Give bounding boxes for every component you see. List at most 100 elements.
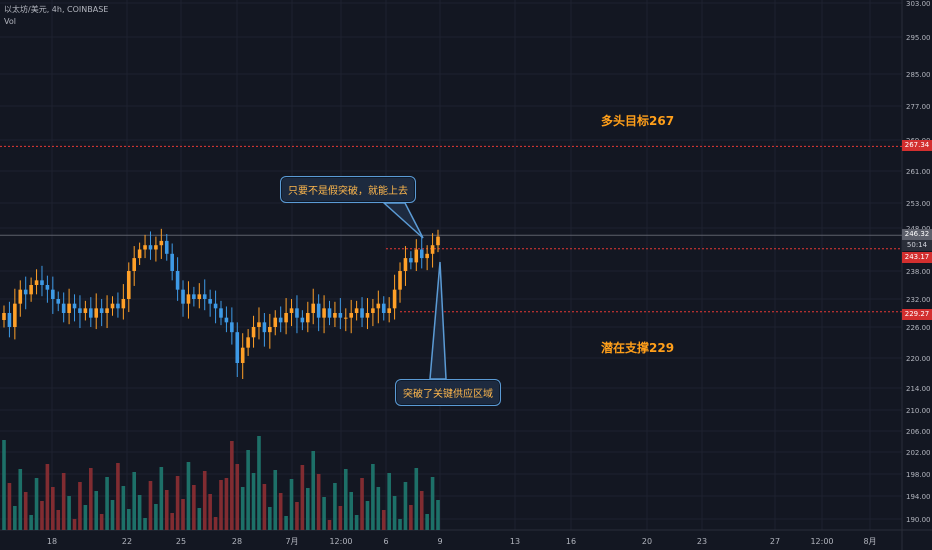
candle-body [414,249,419,263]
volume-bar [51,487,55,530]
price-tick-label: 226.00 [906,324,931,332]
candle-body [371,308,375,313]
volume-bar [83,505,88,530]
price-tick-label: 253.00 [906,200,931,208]
volume-bar [208,494,212,530]
time-tick-label: 16 [566,537,576,546]
volume-bar [327,520,332,530]
time-tick-label: 7月 [285,537,298,546]
candle-body [132,258,136,271]
time-tick-label: 18 [47,537,57,546]
volume-bar [349,492,353,530]
price-tick-label: 206.00 [906,428,931,436]
time-tick-label: 28 [232,537,242,546]
volume-bar [197,508,202,530]
volume-bar [278,493,283,530]
volume-bar [137,495,142,530]
candle-body [40,280,44,285]
volume-bar [333,483,337,530]
candle-body [376,303,381,309]
candle-body [197,294,202,299]
candle-body [192,294,196,299]
candle-body [164,240,169,254]
volume-bar [7,483,12,530]
candle-body [175,271,180,290]
price-tick-label: 295.00 [906,34,931,42]
price-tick-label: 303.00 [906,0,931,8]
candle-body [89,308,93,318]
volume-bar [175,476,180,530]
callout-supply-zone: 突破了关键供应区域 [395,379,501,406]
volume-bar [29,515,33,530]
candle-body [121,299,126,309]
volume-bar [430,477,435,530]
volume-bar [257,436,261,530]
price-tick-label: 190.00 [906,516,931,524]
volume-bar [164,490,169,530]
volume-bar [306,488,310,530]
volume-bar [192,485,196,530]
volume-bar [316,474,321,530]
candle-body [116,303,120,309]
candle-body [72,303,77,309]
candle-body [278,317,283,323]
candle-body [110,303,115,309]
callout-pointer-top [382,202,424,239]
candle-body [67,303,71,313]
time-tick-label: 13 [510,537,520,546]
candle-body [219,308,223,318]
time-tick-label: 9 [437,537,442,546]
candle-body [105,308,109,313]
volume-bar [425,514,429,530]
volume-bar [311,451,316,530]
candle-body [143,245,147,250]
price-tag-support: 229.27 [902,309,932,320]
candle-body [419,249,424,259]
price-tick-label: 261.00 [906,168,931,176]
candle-body [311,303,316,313]
volume-bar [273,470,278,530]
volume-bar [89,468,93,530]
volume-bar [94,491,99,530]
volume-bar [40,501,44,530]
price-tag-target: 267.34 [902,140,932,151]
price-tag-resistance: 243.17 [902,252,932,263]
candle-body [360,308,364,318]
volume-bar [295,502,299,530]
volume-bar [235,464,240,530]
candle-body [148,245,153,250]
price-tick-label: 214.00 [906,385,931,393]
volume-bar [132,472,136,530]
volume-bar [403,482,408,530]
volume-bar [398,519,402,530]
volume-bar [240,487,245,530]
time-tick-label: 25 [176,537,186,546]
candle-body [284,313,288,323]
candle-body [338,313,343,318]
candle-body [18,289,23,304]
candle-body [7,313,12,327]
candle-body [230,322,234,333]
candle-body [306,313,310,323]
symbol-label[interactable]: 以太坊/美元, 4h, COINBASE [4,5,109,14]
candle-body [23,289,28,295]
volume-bar [300,465,305,530]
price-tick-label: 210.00 [906,407,931,415]
candle-body [430,245,435,254]
candle-body [159,240,164,246]
candle-body [354,308,359,313]
candle-body [34,280,39,285]
volume-bar [251,473,256,530]
volume-bar [387,473,391,530]
legend: 以太坊/美元, 4h, COINBASE Vol [4,4,108,28]
candle-body [381,303,386,313]
candle-body [13,303,17,327]
candle-body [333,313,337,318]
candle-body [78,308,82,313]
candle-body [409,258,413,263]
volume-bar [224,478,229,530]
volume-label[interactable]: Vol [4,17,16,26]
price-tick-label: 194.00 [906,493,931,501]
volume-bar [181,499,185,530]
